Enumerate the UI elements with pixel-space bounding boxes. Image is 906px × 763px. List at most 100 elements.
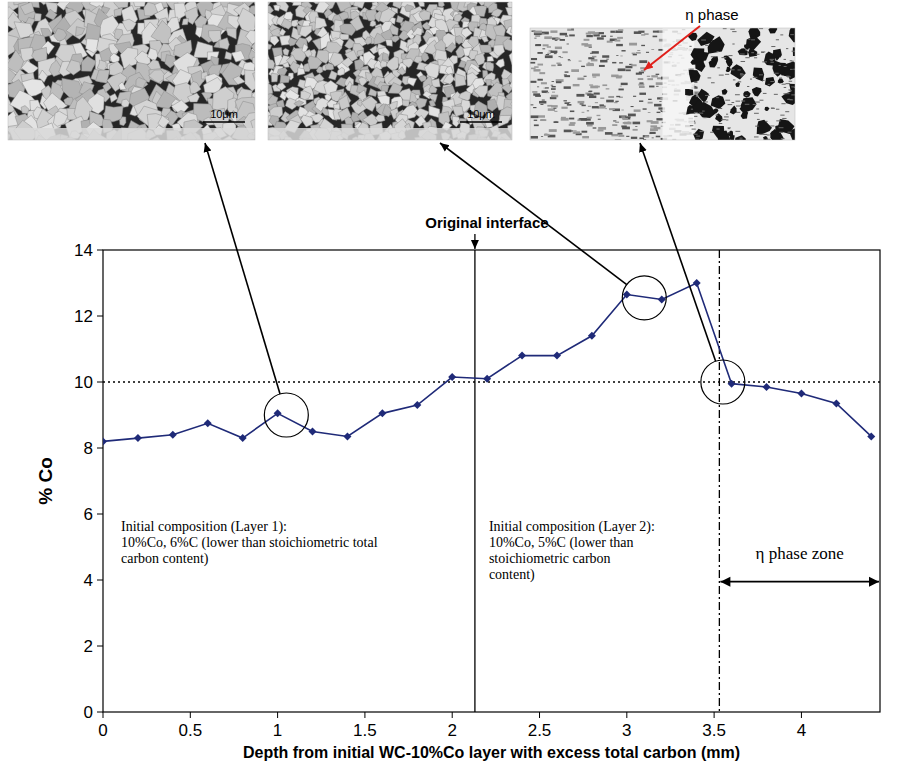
fleck: [592, 51, 599, 53]
fleck: [761, 51, 765, 52]
grain: [376, 104, 390, 117]
fleck: [556, 63, 560, 64]
fleck: [618, 89, 623, 91]
fleck: [715, 115, 718, 116]
fleck: [531, 68, 536, 70]
grain: [279, 29, 286, 36]
data-point: [103, 437, 107, 445]
grain: [76, 27, 85, 37]
fleck: [703, 117, 706, 118]
x-tick: [626, 712, 627, 718]
eta-blob: [784, 61, 795, 76]
fleck: [565, 71, 569, 72]
fleck: [781, 103, 785, 104]
grain: [225, 52, 232, 60]
fleck: [728, 104, 733, 105]
data-point: [343, 432, 351, 440]
fleck: [696, 136, 700, 137]
fleck: [762, 80, 764, 81]
fleck: [784, 87, 786, 88]
fleck: [740, 54, 745, 55]
eta-blob: [722, 89, 728, 95]
x-tick-label: 0: [98, 721, 107, 740]
fleck: [736, 105, 741, 106]
grain: [317, 66, 323, 73]
x-tick: [714, 712, 715, 718]
fleck: [568, 59, 570, 61]
fleck: [585, 118, 591, 120]
fleck: [789, 81, 792, 82]
fleck: [600, 60, 607, 63]
grain: [445, 66, 453, 75]
fleck: [588, 61, 590, 63]
grain: [510, 27, 512, 33]
fleck: [738, 81, 741, 82]
fleck: [656, 136, 661, 138]
fleck: [537, 86, 539, 88]
fleck: [725, 74, 729, 75]
y-tick: [97, 382, 103, 383]
fleck: [776, 109, 779, 110]
fleck: [599, 104, 603, 106]
fleck: [647, 78, 653, 80]
grain: [459, 61, 466, 69]
fleck: [592, 56, 596, 58]
eta-zone-label: η phase zone: [756, 544, 844, 563]
fleck: [721, 119, 726, 120]
fleck: [636, 73, 642, 75]
fleck: [540, 119, 545, 121]
fleck: [660, 110, 662, 112]
fleck: [561, 117, 566, 119]
fleck: [577, 78, 584, 80]
interface-label: Original interface: [425, 214, 548, 231]
data-point: [274, 409, 282, 417]
fleck: [564, 86, 571, 89]
eta-blob: [772, 60, 786, 77]
fleck: [694, 116, 697, 117]
grain: [315, 17, 327, 30]
fleck: [541, 119, 546, 121]
fleck: [569, 34, 575, 36]
grain: [283, 48, 289, 55]
fleck: [531, 115, 539, 118]
fleck: [639, 86, 645, 88]
fleck: [692, 129, 696, 130]
fleck: [597, 115, 601, 116]
fleck: [612, 124, 617, 126]
grain: [341, 57, 353, 67]
fleck: [735, 131, 740, 132]
fleck: [653, 36, 658, 38]
fleck: [594, 93, 600, 95]
fleck: [754, 113, 759, 114]
matrix: [530, 28, 795, 140]
grain: [329, 71, 338, 80]
fleck: [588, 91, 591, 92]
fleck: [770, 59, 775, 60]
fleck: [730, 29, 735, 30]
data-point: [169, 431, 177, 439]
fleck: [656, 85, 658, 87]
fleck: [645, 135, 649, 137]
eta-blob: [789, 28, 795, 43]
grain: [122, 19, 136, 31]
fleck: [598, 106, 605, 108]
grain: [306, 35, 313, 42]
plot-area: [103, 250, 880, 712]
fleck: [763, 93, 767, 94]
fleck: [723, 28, 727, 29]
fleck: [693, 134, 698, 135]
grain: [429, 106, 440, 119]
grain: [288, 37, 297, 46]
grain: [120, 117, 126, 126]
figure: 10μm10μmη phase0246810121400.511.522.533…: [0, 0, 906, 763]
fleck: [547, 53, 551, 54]
fleck: [558, 64, 562, 65]
fleck: [759, 28, 763, 29]
fleck: [551, 105, 558, 107]
fleck: [733, 79, 736, 80]
fleck: [780, 115, 784, 116]
grain: [474, 86, 488, 98]
fleck: [731, 102, 734, 103]
fleck: [726, 114, 728, 115]
y-tick-label: 4: [84, 571, 93, 590]
